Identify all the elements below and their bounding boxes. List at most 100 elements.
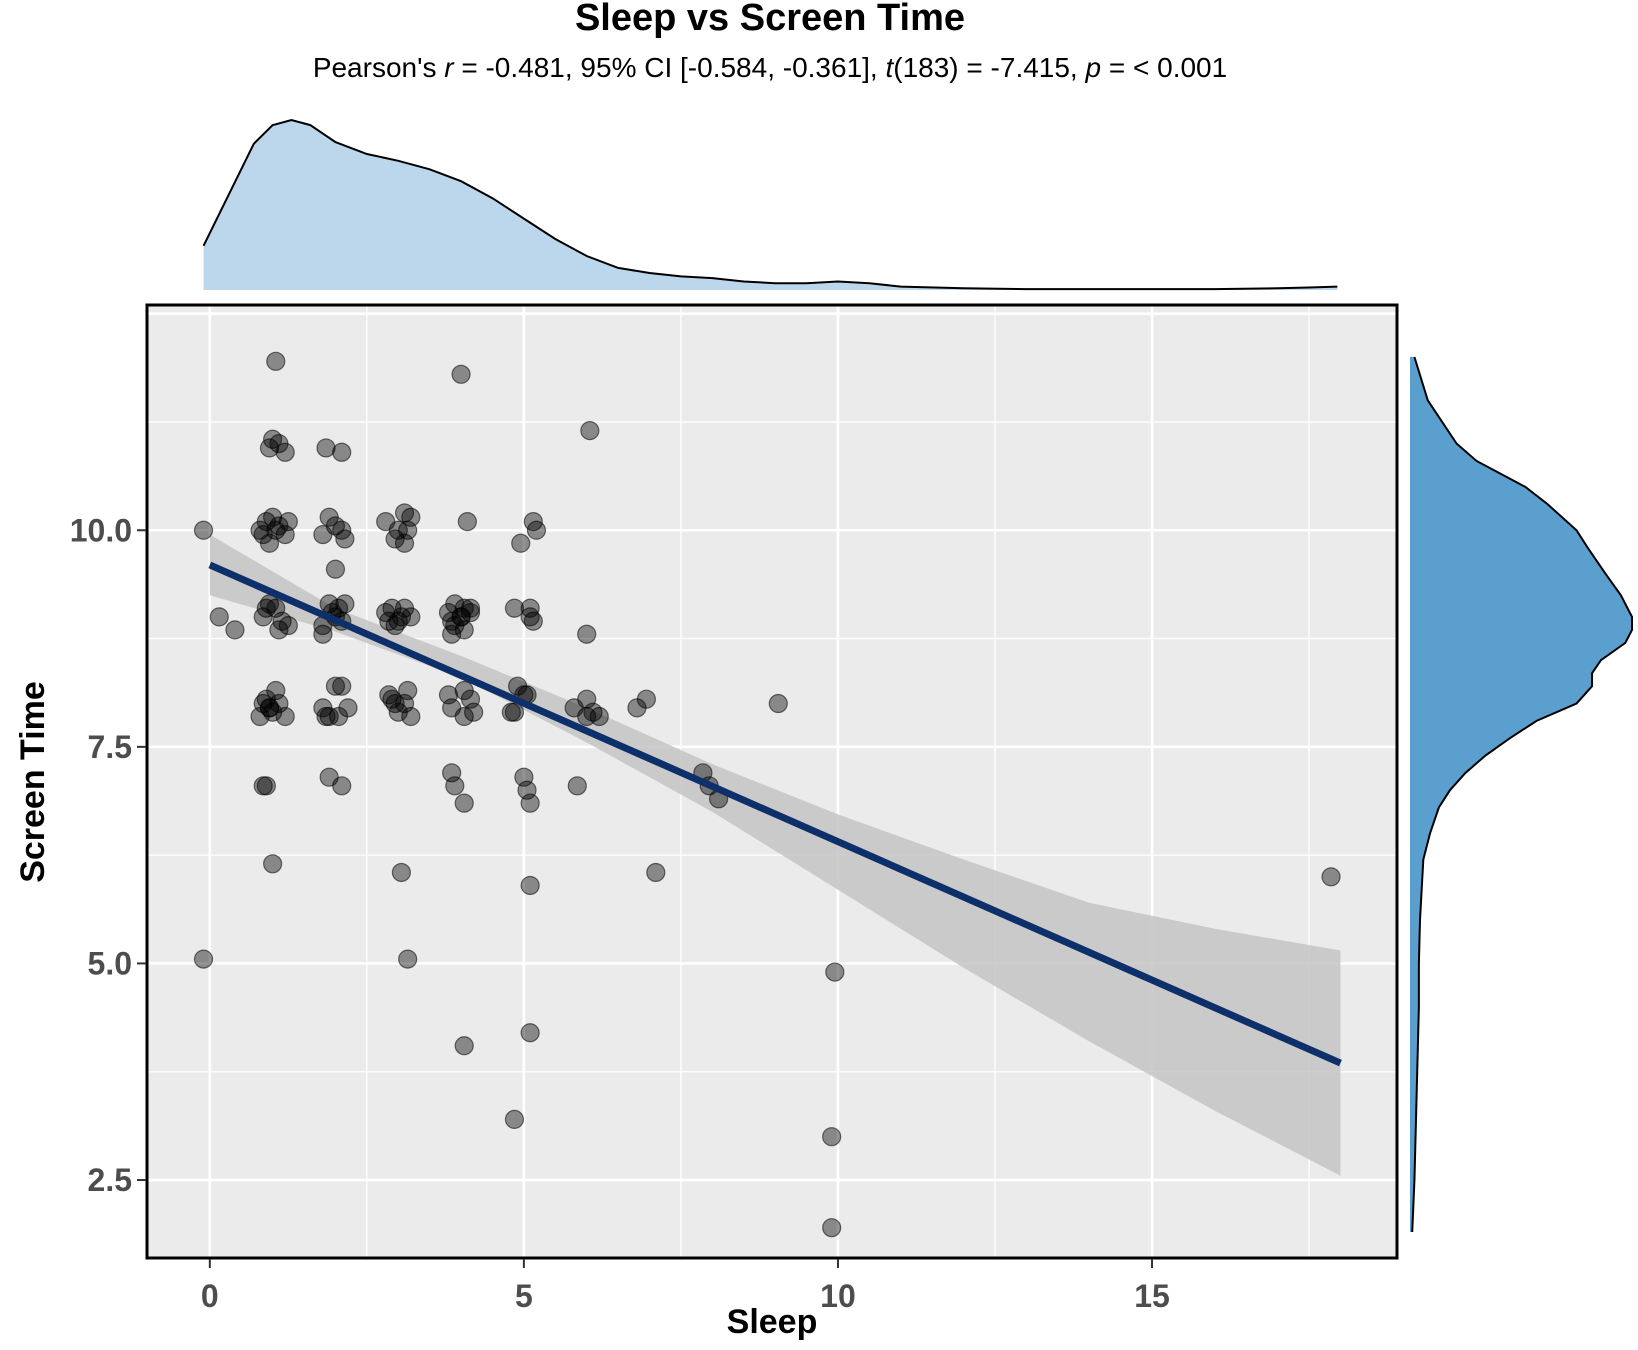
ci-band-area [209,534,1341,1176]
y-marginal-density [1410,356,1633,1233]
data-point [445,776,465,796]
data-point [275,442,295,462]
data-point [822,1218,842,1238]
regression-line [208,561,1342,1067]
plot-panel [147,305,1397,1258]
data-point [332,676,352,696]
data-point [454,793,474,813]
data-point [391,862,411,883]
data-point [464,702,484,722]
data-point [636,689,656,709]
data-point [259,438,280,458]
data-point [401,706,421,727]
data-point [263,854,283,874]
subtitle-part: Pearson's [313,52,444,83]
confidence-band [209,534,1341,1176]
x-tick-label: 15 [1134,1278,1170,1314]
data-point [454,1036,474,1056]
data-point [398,949,418,969]
data-point [394,533,415,553]
data-point [269,620,289,640]
data-point [526,520,547,540]
data-point [577,706,597,727]
data-point [259,698,280,718]
data-point [398,680,418,701]
data-point [325,559,346,579]
subtitle-r-symbol: r [444,52,455,83]
data-point [332,776,352,796]
data-point [520,875,540,896]
data-point [382,689,402,709]
subtitle-part: = -0.481, 95% CI [-0.584, -0.361], [454,52,886,83]
subtitle-part: (183) = -7.415, [893,52,1085,83]
data-point [580,421,600,441]
data-point [520,1023,540,1043]
chart-subtitle: Pearson's r = -0.481, 95% CI [-0.584, -0… [313,52,1227,83]
data-point [256,776,276,796]
x-tick-label: 5 [515,1278,533,1314]
y-tick-label: 10.0 [70,512,132,548]
data-point [520,793,540,813]
data-point [379,611,399,631]
data-point [451,607,471,627]
data-point [313,524,333,545]
data-point [520,607,540,627]
data-point [501,702,521,722]
subtitle-t-symbol: t [885,52,894,83]
x-marginal-density [202,118,1338,291]
data-point [266,351,286,371]
data-point [332,442,352,462]
data-point [278,511,298,532]
data-point [225,620,245,640]
data-point [442,624,462,644]
data-point [275,706,295,727]
data-point [278,615,298,636]
data-point [646,862,666,883]
y-density-area [1410,356,1632,1233]
data-point [451,364,471,384]
y-axis-label: Screen Time [14,681,52,883]
data-point [259,533,280,553]
data-point [256,598,276,618]
x-axis-label: Sleep [727,1303,818,1341]
y-density-curve [1411,356,1633,1233]
data-point [511,533,531,553]
y-tick-label: 2.5 [88,1162,132,1198]
x-density-curve [202,118,1338,291]
data-point [193,520,214,540]
regression-line-group [208,561,1342,1067]
data-point [328,706,349,727]
y-tick-label: 5.0 [88,945,132,981]
data-point [209,607,229,627]
data-point [504,598,525,618]
data-point [454,706,474,727]
x-tick-label: 10 [820,1278,856,1314]
chart-title: Sleep vs Screen Time [575,0,965,39]
y-axis-ticks: 2.5 5.0 7.5 10.0 [70,512,146,1198]
data-point [193,949,214,969]
data-point [335,529,355,549]
data-point [460,602,481,623]
data-point [457,511,477,532]
data-point [577,624,597,644]
data-point [316,438,336,458]
x-density-area [203,120,1338,290]
data-point [504,1109,525,1129]
subtitle-p-symbol: p [1085,52,1102,83]
data-point [1321,867,1341,887]
data-point [822,1127,842,1147]
data-point [768,693,788,714]
data-point [325,676,346,696]
plot-border [145,303,1399,1260]
data-point [454,680,474,701]
data-point [401,607,421,627]
subtitle-part: = < 0.001 [1101,52,1227,83]
x-axis-ticks: 0 5 10 15 [201,1259,1170,1314]
x-tick-label: 0 [201,1278,219,1314]
data-point [567,776,587,796]
data-point [394,503,415,523]
data-point [825,962,845,982]
data-point [313,624,333,644]
y-tick-label: 7.5 [88,729,132,765]
